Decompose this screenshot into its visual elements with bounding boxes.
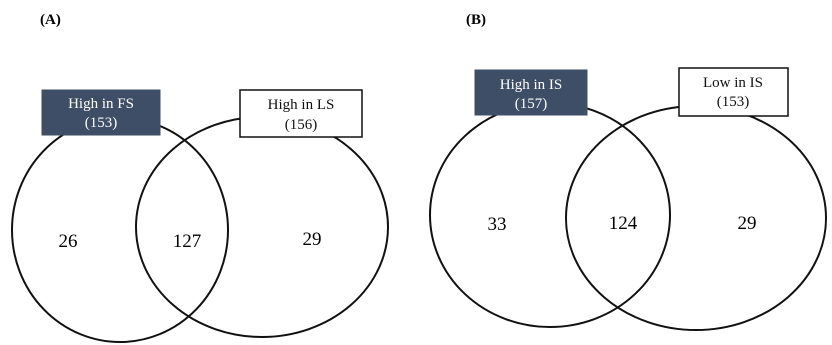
count-high-is-only: 33 — [488, 214, 507, 235]
count-fs-only: 26 — [59, 231, 78, 252]
panel-b-label: (B) — [466, 12, 486, 28]
panel-b: (B) High in IS (157) Low in IS (153) 33 … — [429, 12, 827, 331]
venn-circle-high-in-fs — [11, 117, 229, 343]
set-total-high-in-ls: (156) — [285, 117, 318, 133]
set-box-high-in-is — [474, 69, 588, 116]
venn-circle-high-in-ls — [135, 116, 389, 338]
panel-a: (A) High in FS (153) High in LS (156) 26… — [11, 12, 389, 343]
count-ls-only: 29 — [303, 229, 322, 250]
set-box-high-in-fs — [41, 89, 161, 136]
set-box-low-in-is — [678, 67, 789, 117]
set-total-low-in-is: (153) — [717, 94, 750, 110]
set-total-high-in-is: (157) — [515, 96, 548, 112]
panel-a-label: (A) — [40, 12, 61, 28]
count-low-is-only: 29 — [738, 213, 757, 234]
count-fs-ls-overlap: 127 — [173, 231, 202, 252]
set-box-high-in-ls — [239, 89, 363, 138]
venn-circle-low-in-is — [565, 105, 827, 331]
set-total-high-in-fs: (153) — [85, 115, 118, 131]
set-name-high-in-ls: High in LS — [268, 97, 335, 113]
set-name-high-in-is: High in IS — [500, 77, 563, 93]
set-name-low-in-is: Low in IS — [703, 75, 763, 91]
set-name-high-in-fs: High in FS — [68, 96, 134, 112]
count-is-overlap: 124 — [609, 213, 638, 234]
